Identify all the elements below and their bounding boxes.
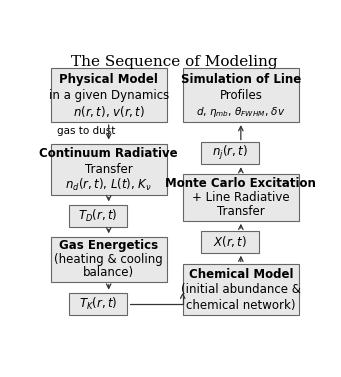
FancyBboxPatch shape xyxy=(69,205,127,227)
Text: The Sequence of Modeling: The Sequence of Modeling xyxy=(72,55,278,69)
Text: $n(r,t)$, $v(r,t)$: $n(r,t)$, $v(r,t)$ xyxy=(73,104,145,119)
Text: Gas Energetics: Gas Energetics xyxy=(59,239,158,252)
Text: (heating & cooling: (heating & cooling xyxy=(54,253,163,266)
Text: $T_K(r,t)$: $T_K(r,t)$ xyxy=(79,296,117,313)
FancyBboxPatch shape xyxy=(201,231,260,253)
Text: Monte Carlo Excitation: Monte Carlo Excitation xyxy=(165,177,316,190)
Text: in a given Dynamics: in a given Dynamics xyxy=(48,89,169,102)
Text: Chemical Model: Chemical Model xyxy=(189,268,293,281)
Text: $d$, $\eta_{mb}$, $\theta_{FWHM}$, $\delta v$: $d$, $\eta_{mb}$, $\theta_{FWHM}$, $\del… xyxy=(196,104,285,119)
Text: (initial abundance &: (initial abundance & xyxy=(181,283,301,296)
Text: Simulation of Line: Simulation of Line xyxy=(181,72,301,86)
FancyBboxPatch shape xyxy=(50,144,167,195)
Text: + Line Radiative: + Line Radiative xyxy=(192,191,290,204)
Text: $X(r,t)$: $X(r,t)$ xyxy=(213,234,247,250)
FancyBboxPatch shape xyxy=(201,143,260,164)
Text: $n_j(r,t)$: $n_j(r,t)$ xyxy=(212,144,248,162)
FancyBboxPatch shape xyxy=(69,293,127,315)
Text: Physical Model: Physical Model xyxy=(59,72,158,86)
FancyBboxPatch shape xyxy=(183,175,299,221)
Text: Continuum Radiative: Continuum Radiative xyxy=(39,147,178,161)
Text: Transfer: Transfer xyxy=(217,205,265,218)
Text: chemical network): chemical network) xyxy=(186,299,296,312)
FancyBboxPatch shape xyxy=(183,264,299,315)
Text: balance): balance) xyxy=(83,267,134,279)
FancyBboxPatch shape xyxy=(50,69,167,122)
FancyBboxPatch shape xyxy=(183,69,299,122)
Text: gas to dust: gas to dust xyxy=(57,126,116,136)
FancyBboxPatch shape xyxy=(50,237,167,282)
Text: $T_D(r,t)$: $T_D(r,t)$ xyxy=(78,208,118,224)
Text: $n_d(r,t)$, $L(t)$, $K_{\nu}$: $n_d(r,t)$, $L(t)$, $K_{\nu}$ xyxy=(65,177,152,193)
Text: Profiles: Profiles xyxy=(219,89,262,102)
Text: Transfer: Transfer xyxy=(85,163,133,176)
